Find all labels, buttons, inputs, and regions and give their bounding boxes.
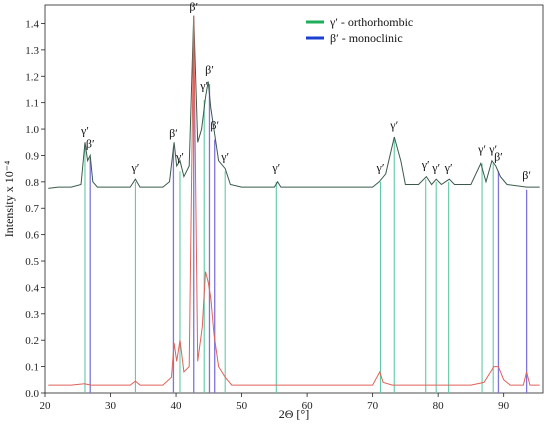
- y-tick-label: 1.0: [25, 124, 39, 136]
- legend-label: γ′ - orthorhombic: [329, 15, 413, 29]
- legend: γ′ - orthorhombic β′ - monoclinic: [306, 15, 413, 45]
- series-group: [48, 15, 540, 386]
- peak-label: β′: [189, 0, 198, 13]
- series-line-2: [48, 15, 540, 386]
- peak-label: γ′: [389, 118, 398, 132]
- peak-label: γ′: [376, 160, 385, 174]
- peak-label: γ′: [80, 123, 89, 137]
- y-tick-label: 0.9: [25, 150, 39, 162]
- y-tick-label: 0.5: [25, 256, 39, 268]
- peak-label: γ′: [271, 160, 280, 174]
- y-tick-label: 0.8: [25, 177, 39, 189]
- peak-label: γ′: [488, 142, 497, 156]
- legend-label: β′ - monoclinic: [330, 31, 403, 45]
- x-tick-label: 40: [171, 400, 183, 412]
- y-axis-ticks: 0.0 0.1 0.2 0.3 0.4 0.5 0.6 0.7 0.8 0.9 1.0 1.1 1.2 1…: [25, 18, 45, 400]
- x-tick-label: 70: [367, 400, 379, 412]
- peak-label: β′: [494, 150, 503, 164]
- peak-label: γ′: [477, 142, 486, 156]
- peak-label: γ′: [431, 160, 440, 174]
- peak-label: γ′: [175, 150, 184, 164]
- y-tick-label: 1.2: [25, 71, 39, 83]
- peak-reference-lines: [84, 20, 528, 393]
- y-tick-label: 1.1: [25, 98, 39, 110]
- y-tick-label: 1.4: [25, 18, 39, 30]
- peak-label: β′: [210, 118, 219, 132]
- peak-label: γ′: [220, 150, 229, 164]
- y-tick-label: 0.7: [25, 203, 39, 215]
- x-tick-label: 50: [236, 400, 248, 412]
- x-tick-label: 90: [498, 400, 510, 412]
- x-axis-label: 2Θ [°]: [279, 407, 309, 421]
- plot-frame: [44, 4, 544, 394]
- series-line-1: [48, 15, 540, 189]
- peak-label: γ′: [130, 160, 139, 174]
- peak-label: γ′: [444, 160, 453, 174]
- y-tick-label: 0.6: [25, 230, 39, 242]
- peak-label: β′: [522, 168, 531, 182]
- x-tick-label: 80: [433, 400, 445, 412]
- x-tick-label: 60: [302, 400, 314, 412]
- y-tick-label: 0.1: [25, 362, 39, 374]
- peak-labels: γ′β′γ′β′γ′β′γ′β′β′γ′γ′ γ′γ′γ′ γ′ γ′γ′ γ′β′β′: [80, 0, 531, 182]
- peak-label: γ′: [199, 78, 208, 92]
- peak-label: β′: [86, 137, 95, 151]
- peak-label: γ′: [421, 158, 430, 172]
- x-tick-label: 20: [40, 400, 52, 412]
- y-tick-label: 1.3: [25, 45, 39, 57]
- x-tick-label: 30: [105, 400, 117, 412]
- y-tick-label: 0.2: [25, 335, 39, 347]
- y-tick-label: 0.4: [25, 282, 39, 294]
- x-axis-ticks: 20 30 40 50 60 70 80 90: [40, 393, 510, 412]
- peak-label: β′: [169, 126, 178, 140]
- y-tick-label: 0.3: [25, 309, 39, 321]
- y-axis-label: Intensity x 10⁻⁴: [2, 161, 16, 238]
- peak-label: β′: [205, 63, 214, 77]
- y-tick-label: 0.0: [25, 388, 39, 400]
